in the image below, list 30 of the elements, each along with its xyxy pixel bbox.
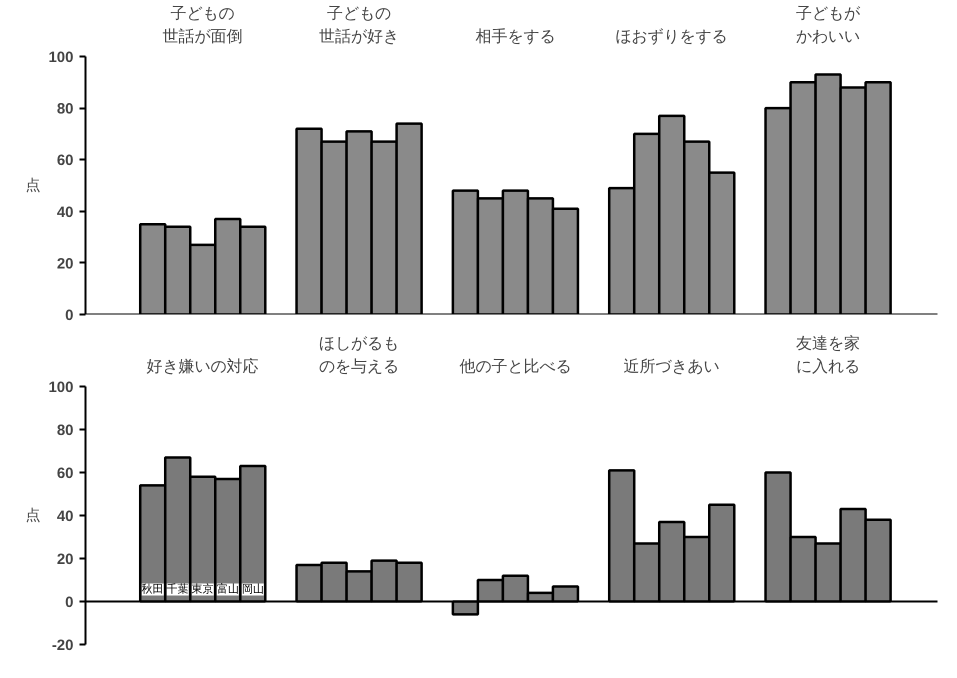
y-tick-label: 100 [48,49,74,66]
y-tick-label: -20 [52,637,74,654]
x-tick-label: ほおずりをする [616,26,728,46]
y-tick-label: 100 [48,379,74,396]
y-tick-label: 0 [65,594,74,611]
x-tick-label: 他の子と比べる [459,356,572,376]
series-label: 岡山 [242,582,264,596]
y-tick-label: 0 [65,307,74,324]
x-tick-label: 友達を家に入れる [796,334,860,376]
series-label: 富山 [216,582,239,596]
y-tick-label: 60 [56,152,74,170]
y-tick-label: 60 [56,465,74,482]
x-tick-label: 好き嫌いの対応 [146,356,259,376]
y-tick-label: 40 [56,204,74,221]
y-axis-title: 点 [25,177,40,194]
x-tick-label: 相手をする [475,26,556,46]
x-tick-label: ほしがるものを与える [319,334,400,376]
y-tick-label: 80 [56,422,74,439]
y-tick-label: 20 [56,255,74,272]
x-tick-label: 近所づきあい [624,356,720,376]
x-tick-label: 子どもの世話が好き [319,4,400,46]
y-tick-label: 80 [56,100,74,118]
x-tick-label: 子どもがかわいい [796,4,862,46]
x-tick-label: 子どもの世話が面倒 [162,4,243,46]
y-tick-label: 40 [56,508,74,525]
series-label: 千葉 [166,582,189,596]
series-label: 秋田 [142,584,164,596]
series-label: 東京 [192,582,214,596]
y-tick-label: 20 [56,551,74,568]
y-axis-title: 点 [25,507,40,524]
